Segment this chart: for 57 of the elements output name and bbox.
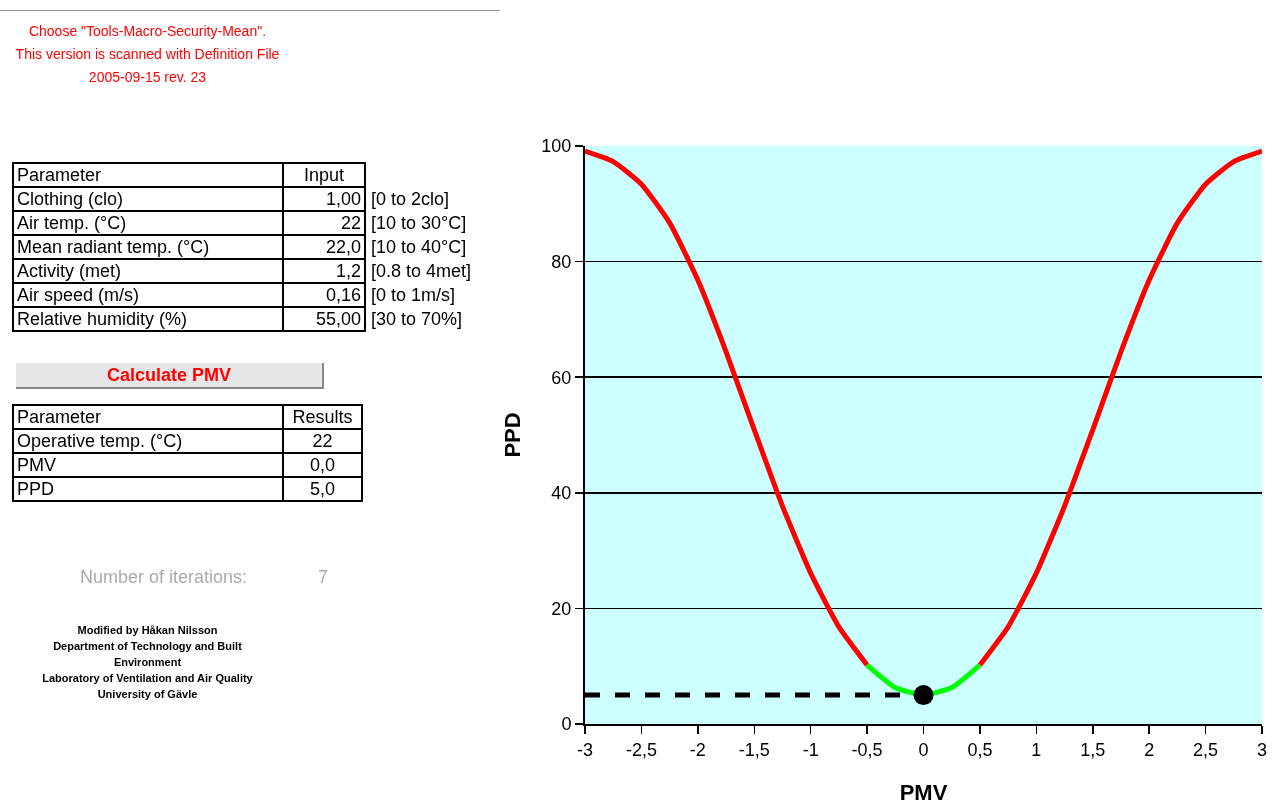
x-tick-label: 1,5 bbox=[1080, 739, 1106, 760]
x-tick-label: -2,5 bbox=[625, 739, 657, 760]
text: 7 bbox=[318, 567, 329, 588]
text: PMV bbox=[13, 453, 283, 477]
x-tick-label: -0,5 bbox=[851, 739, 883, 760]
x-tick-label: 0 bbox=[918, 739, 929, 760]
text: [0 to 2clo] bbox=[370, 187, 451, 211]
text: 22 bbox=[283, 211, 365, 235]
x-axis-title: PMV bbox=[899, 780, 948, 805]
text: 0,0 bbox=[283, 453, 362, 477]
text: 5,0 bbox=[283, 477, 362, 501]
text: Laboratory of Ventilation and Air Quality bbox=[41, 671, 254, 686]
text: PPD bbox=[13, 477, 283, 501]
text: 55,00 bbox=[283, 307, 365, 331]
text: Parameter bbox=[13, 405, 283, 429]
x-tick-label: 3 bbox=[1256, 739, 1268, 760]
x-tick-label: 1 bbox=[1031, 739, 1042, 760]
text: 1,2 bbox=[283, 259, 365, 283]
text: 0,16 bbox=[283, 283, 365, 307]
y-tick-label: 20 bbox=[551, 598, 572, 619]
text: Air speed (m/s) bbox=[13, 283, 283, 307]
x-tick-label: 0,5 bbox=[967, 739, 993, 760]
button: Calculate PMV bbox=[16, 363, 324, 389]
text: University of Gävle bbox=[96, 687, 199, 702]
text: Relative humidity (%) bbox=[13, 307, 283, 331]
text: 22,0 bbox=[283, 235, 365, 259]
x-tick-label: -1,5 bbox=[738, 739, 770, 760]
x-tick-label: -2 bbox=[689, 739, 706, 760]
text: Clothing (clo) bbox=[13, 187, 283, 211]
text: [10 to 30°C] bbox=[370, 211, 468, 235]
x-tick-label: -1 bbox=[802, 739, 819, 760]
text: Number of iterations: bbox=[80, 567, 248, 588]
x-tick-label: 2 bbox=[1144, 739, 1155, 760]
text: Mean radiant temp. (°C) bbox=[13, 235, 283, 259]
y-tick-label: 60 bbox=[551, 367, 572, 388]
x-tick-label: 2,5 bbox=[1193, 739, 1219, 760]
text: Modified by Håkan Nilsson bbox=[76, 623, 219, 638]
text: Department of Technology and Built Environment bbox=[52, 639, 243, 670]
x-tick-label: -3 bbox=[576, 739, 594, 760]
text: 22 bbox=[283, 429, 362, 453]
text: Operative temp. (°C) bbox=[13, 429, 283, 453]
text: [30 to 70%] bbox=[370, 307, 464, 331]
y-tick-label: 100 bbox=[541, 136, 572, 157]
text: Parameter bbox=[13, 163, 283, 187]
y-tick-label: 80 bbox=[551, 251, 572, 272]
text: Choose "Tools-Macro-Security-Mean". This version is scanned with Definition File 2005-09-15 rev. 23 bbox=[14, 22, 281, 87]
y-tick-label: 0 bbox=[561, 714, 572, 735]
text: Results bbox=[283, 405, 362, 429]
text: Activity (met) bbox=[13, 259, 283, 283]
text: Input bbox=[283, 163, 365, 187]
text: [0.8 to 4met] bbox=[370, 259, 473, 283]
text: 1,00 bbox=[283, 187, 365, 211]
text: [10 to 40°C] bbox=[370, 235, 468, 259]
text: Air temp. (°C) bbox=[13, 211, 283, 235]
y-axis-title: PPD bbox=[500, 412, 525, 458]
text: [0 to 1m/s] bbox=[370, 283, 457, 307]
y-tick-label: 40 bbox=[551, 483, 572, 504]
